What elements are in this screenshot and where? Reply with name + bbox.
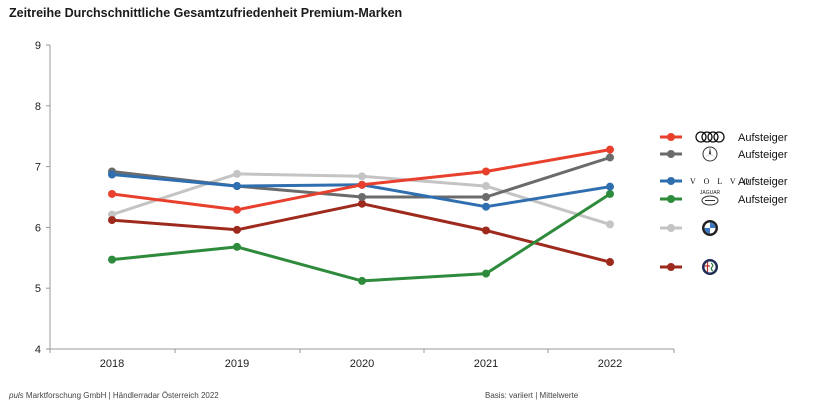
audi-ring [701,131,713,143]
data-point-4 [606,220,614,229]
data-point-2 [108,170,116,179]
y-tick-label: 9 [35,40,41,52]
data-point-5 [606,258,614,267]
data-point-2 [606,182,614,191]
alfa-romeo-logo-icon [702,259,718,275]
data-point-5 [482,226,490,235]
data-point-0 [233,205,241,214]
data-point-3 [482,269,490,278]
data-point-5 [108,216,116,225]
data-point-4 [358,172,366,181]
data-point-5 [358,199,366,208]
bmw-quadrant [710,222,716,228]
y-tick-label: 6 [35,222,41,234]
y-tick-label: 5 [35,283,41,295]
jaguar-wordmark: JAGUAR [700,190,721,196]
data-point-4 [108,210,116,219]
volvo-logo-icon: V O L V O [690,177,752,186]
x-tick-label: 2020 [350,358,374,370]
data-point-5 [233,225,241,234]
data-point-4 [482,182,490,191]
data-point-0 [606,145,614,154]
data-point-1 [606,153,614,162]
legend-label: Aufsteiger [738,194,788,206]
x-tick-label: 2019 [225,358,249,370]
footer-source: puls Marktforschung GmbH | Händlerradar … [9,391,219,400]
audi-ring [713,131,725,143]
x-tick-label: 2022 [598,358,622,370]
volvo-wordmark: V O L V O [690,177,752,186]
data-point-2 [233,182,241,191]
data-point-1 [358,193,366,201]
legend-label: Aufsteiger [738,149,788,161]
audi-logo-icon [695,131,725,143]
legend-swatch-marker [667,195,675,203]
chart-axes: 4 5 6 7 8 9 2018 2019 2020 2021 2022 [35,40,675,370]
mercedes-star [704,147,716,158]
x-tick-label: 2018 [100,358,124,370]
bmw-logo-icon [702,220,718,236]
legend-swatch-marker [667,133,675,141]
mercedes-logo-icon [702,146,718,162]
y-tick-label: 4 [35,344,41,356]
data-point-3 [108,255,116,264]
legend-swatch-marker [667,263,675,271]
chart-series [108,145,614,285]
jaguar-landrover-logo-icon: JAGUAR [700,190,721,206]
footer-company-rest: Marktforschung GmbH | Händlerradar Öster… [23,391,219,400]
y-tick-label: 7 [35,162,41,174]
legend-label: Aufsteiger [738,132,788,144]
y-tick-label: 8 [35,101,41,113]
data-point-2 [482,202,490,211]
chart-title: Zeitreihe Durchschnittliche Gesamtzufrie… [9,6,403,20]
legend-swatch-marker [667,224,675,232]
data-point-0 [482,167,490,176]
legend-swatch-marker [667,150,675,158]
data-point-3 [358,276,366,285]
bmw-quadrant [704,228,710,234]
legend-swatch-marker [667,177,675,185]
data-point-0 [358,180,366,189]
data-point-0 [108,189,116,198]
data-point-3 [606,189,614,198]
alfa-inner-disc [704,261,716,273]
audi-ring [695,131,707,143]
audi-ring [707,131,719,143]
data-point-3 [233,242,241,251]
footer-company-italic: puls [9,391,24,400]
data-point-1 [482,193,490,201]
footer-basis: Basis: variiert | Mittelwerte [485,391,579,400]
x-tick-label: 2021 [474,358,498,370]
alfa-serpent [710,262,714,272]
data-point-4 [233,169,241,178]
legend-label: Aufsteiger [738,176,788,188]
